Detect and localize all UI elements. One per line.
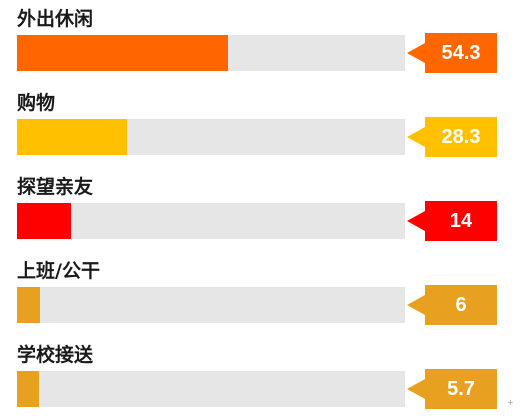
bar xyxy=(17,119,127,155)
callout-shape xyxy=(407,33,497,73)
bar xyxy=(17,371,40,407)
category-label: 学校接送 xyxy=(17,344,94,366)
callout-shape xyxy=(407,201,497,241)
value-callout: 28.3 xyxy=(407,117,497,157)
bar xyxy=(17,203,72,239)
category-label: 上班/公干 xyxy=(17,260,100,282)
callout-background xyxy=(407,285,497,325)
bar-track xyxy=(17,287,405,323)
callout-background xyxy=(407,117,497,157)
bar-track xyxy=(17,119,405,155)
value-label: 28.3 xyxy=(441,126,481,148)
callout-background xyxy=(407,369,497,409)
value-callout: 5.7 xyxy=(407,369,497,409)
callout-background xyxy=(407,33,497,73)
category-label: 购物 xyxy=(17,92,56,114)
value-label: 54.3 xyxy=(441,42,481,64)
value-label: 6 xyxy=(455,294,467,316)
callout-shape xyxy=(407,369,497,409)
category-label: 外出休闲 xyxy=(17,8,94,30)
value-callout: 54.3 xyxy=(407,33,497,73)
callout-shape xyxy=(407,117,497,157)
callout-shape xyxy=(407,285,497,325)
callout-background xyxy=(407,201,497,241)
value-callout: 6 xyxy=(407,285,497,325)
bar-track xyxy=(17,371,405,407)
bar-track xyxy=(17,203,405,239)
value-label: 14 xyxy=(449,210,473,232)
corner-mark: + xyxy=(507,398,514,407)
category-label: 探望亲友 xyxy=(17,176,94,198)
value-callout: 14 xyxy=(407,201,497,241)
bar-track xyxy=(17,35,405,71)
bar xyxy=(17,35,228,71)
value-label: 5.7 xyxy=(447,378,475,400)
bar xyxy=(17,287,41,323)
